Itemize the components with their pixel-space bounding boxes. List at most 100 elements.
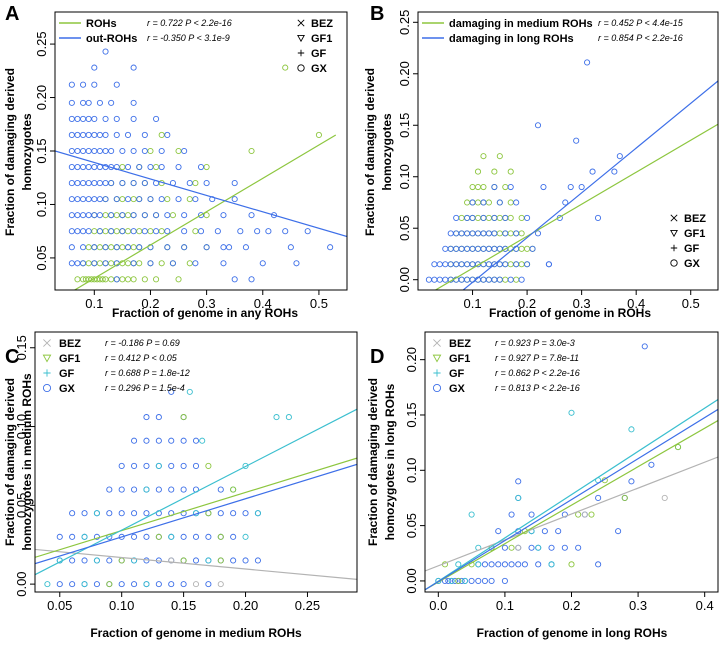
data-point bbox=[85, 163, 92, 171]
data-point bbox=[242, 533, 249, 540]
data-point bbox=[282, 64, 289, 71]
data-point bbox=[180, 414, 187, 421]
data-point bbox=[588, 511, 595, 518]
data-point bbox=[130, 276, 137, 283]
data-point bbox=[447, 261, 454, 268]
y-axis-title: Fraction of damaging derived bbox=[363, 68, 377, 236]
x-tick-label: 0.10 bbox=[109, 598, 134, 613]
legend-label: GF1 bbox=[449, 353, 470, 365]
data-point bbox=[108, 212, 115, 219]
data-point bbox=[80, 163, 87, 171]
data-point bbox=[180, 486, 187, 493]
data-point bbox=[508, 544, 515, 551]
data-point bbox=[534, 230, 542, 237]
data-point bbox=[168, 557, 175, 564]
y-axis-title: homozygotes in long ROHs bbox=[383, 383, 397, 540]
data-point bbox=[628, 478, 635, 485]
data-point bbox=[143, 414, 150, 421]
data-point bbox=[74, 196, 81, 203]
data-point bbox=[93, 581, 100, 588]
data-point bbox=[130, 99, 137, 106]
data-point bbox=[143, 486, 150, 493]
data-point bbox=[475, 561, 482, 568]
legend-marker bbox=[297, 34, 305, 43]
data-point bbox=[147, 260, 154, 267]
y-tick-label: 0.00 bbox=[404, 568, 419, 593]
data-point bbox=[581, 511, 588, 518]
data-point bbox=[573, 137, 580, 144]
data-point bbox=[220, 260, 227, 267]
data-point bbox=[502, 261, 509, 268]
data-point bbox=[548, 561, 555, 568]
data-point bbox=[136, 163, 143, 171]
data-point bbox=[74, 212, 81, 219]
legend-stat: r = 0.688 P = 1.8e-12 bbox=[105, 368, 190, 378]
data-point bbox=[513, 261, 520, 268]
data-point bbox=[96, 180, 103, 187]
data-point bbox=[96, 228, 103, 235]
data-point bbox=[461, 577, 469, 584]
legend-stat: r = 0.452 P < 4.4e-15 bbox=[598, 18, 684, 28]
data-point bbox=[124, 196, 132, 203]
data-point bbox=[192, 228, 199, 235]
data-point bbox=[141, 228, 148, 235]
data-point bbox=[113, 115, 120, 122]
data-point bbox=[153, 228, 160, 235]
data-point bbox=[85, 212, 92, 219]
x-tick-label: 0.3 bbox=[629, 598, 647, 613]
y-tick-label: 0.10 bbox=[397, 164, 412, 189]
data-point bbox=[91, 163, 98, 171]
scatter-points bbox=[435, 343, 682, 584]
data-point bbox=[130, 180, 137, 187]
legend-marker bbox=[670, 244, 678, 252]
legend-label: BEZ bbox=[311, 18, 333, 30]
legend-label: out-ROHs bbox=[86, 33, 137, 45]
data-point bbox=[315, 131, 322, 139]
data-point bbox=[113, 196, 120, 203]
legend-marker bbox=[670, 259, 678, 267]
data-point bbox=[81, 533, 88, 540]
data-point bbox=[68, 163, 75, 171]
data-point bbox=[453, 245, 460, 252]
data-point bbox=[540, 183, 547, 191]
data-point bbox=[102, 147, 109, 155]
data-point bbox=[545, 261, 552, 268]
data-point bbox=[96, 260, 103, 267]
data-point bbox=[80, 244, 87, 251]
data-point bbox=[192, 196, 199, 203]
data-point bbox=[217, 581, 224, 588]
data-point bbox=[248, 276, 255, 283]
data-point bbox=[518, 214, 525, 221]
data-point bbox=[186, 388, 193, 395]
data-point bbox=[468, 511, 475, 518]
legend-marker bbox=[43, 369, 51, 377]
regression-line bbox=[35, 408, 357, 576]
data-point bbox=[153, 212, 160, 219]
data-point bbox=[674, 444, 682, 451]
data-point bbox=[451, 577, 459, 584]
data-point bbox=[93, 510, 100, 517]
data-point bbox=[96, 196, 103, 203]
data-point bbox=[455, 577, 462, 584]
data-point bbox=[442, 261, 449, 268]
data-point bbox=[106, 557, 113, 564]
data-point bbox=[507, 261, 514, 268]
data-point bbox=[502, 245, 509, 252]
data-point bbox=[168, 486, 175, 493]
y-axis-title: Fraction of damaging derived bbox=[3, 68, 17, 236]
data-point bbox=[80, 147, 87, 155]
legend-label: GX bbox=[311, 63, 328, 75]
data-point bbox=[186, 196, 193, 203]
data-point bbox=[464, 214, 471, 221]
data-point bbox=[507, 183, 514, 191]
data-point bbox=[442, 245, 449, 252]
data-point bbox=[205, 557, 212, 564]
data-point bbox=[155, 462, 162, 469]
data-point bbox=[431, 276, 438, 283]
data-point bbox=[474, 199, 482, 206]
data-point bbox=[85, 196, 92, 203]
data-point bbox=[508, 511, 515, 518]
data-point bbox=[80, 260, 87, 267]
data-point bbox=[192, 533, 200, 540]
y-tick-label: 0.00 bbox=[14, 571, 29, 596]
